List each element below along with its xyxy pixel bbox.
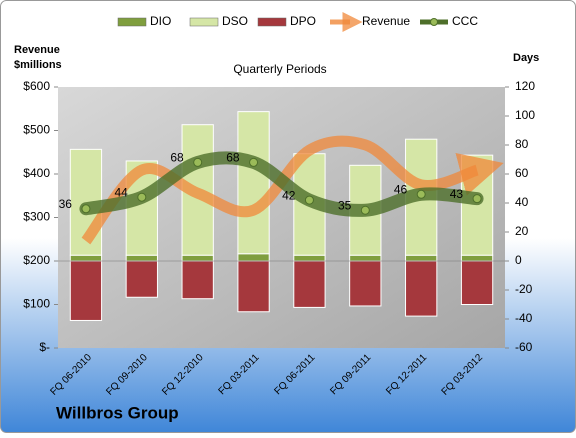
y2-tick-label: 20: [515, 224, 529, 238]
ccc-point: [193, 157, 203, 167]
y-tick-label: $300: [23, 210, 50, 224]
data-label: 68: [170, 151, 184, 165]
bar: [405, 260, 438, 317]
data-label: 43: [450, 187, 464, 201]
bar: [460, 260, 494, 305]
bar: [181, 254, 214, 262]
y-axis-title: $millions: [14, 59, 62, 71]
bar: [69, 254, 103, 262]
legend-label: CCC: [452, 14, 478, 28]
data-label: 44: [114, 185, 128, 199]
ccc-point: [416, 189, 426, 199]
y2-tick-label: -40: [515, 311, 533, 325]
ccc-point: [249, 157, 259, 167]
data-label: 36: [59, 197, 73, 211]
y-tick-label: $400: [23, 166, 50, 180]
y-tick-label: $200: [23, 253, 50, 267]
y2-axis-title: Days: [513, 52, 539, 64]
data-label: 46: [394, 182, 408, 196]
y2-tick-label: 0: [515, 253, 522, 267]
plot-area: [58, 87, 505, 348]
bar: [349, 254, 382, 262]
legend-label: DPO: [290, 14, 316, 28]
y2-tick-label: 40: [515, 195, 529, 209]
y-tick-label: $-: [39, 340, 50, 354]
revenue-line: [81, 135, 504, 245]
ccc-point: [81, 204, 91, 214]
y2-tick-label: 80: [515, 137, 529, 151]
ccc-point: [472, 194, 482, 204]
bar: [125, 260, 158, 298]
legend-label: DIO: [150, 14, 171, 28]
y-tick-label: $600: [23, 79, 50, 93]
company-name: Willbros Group: [56, 403, 179, 422]
bar: [237, 260, 270, 313]
bar: [181, 260, 214, 300]
ccc-point: [360, 205, 370, 215]
legend-label: DSO: [222, 14, 248, 28]
legend-label: Revenue: [362, 14, 410, 28]
bar: [349, 260, 382, 307]
ccc-line: [79, 151, 484, 217]
y2-tick-label: -60: [515, 340, 533, 354]
bar: [293, 260, 326, 308]
y2-tick-label: 120: [515, 79, 535, 93]
bar: [293, 254, 326, 262]
y2-tick-label: 60: [515, 166, 529, 180]
y-axis-title: Revenue: [14, 44, 60, 56]
y2-tick-label: -20: [515, 282, 533, 296]
chart-title: Quarterly Periods: [233, 62, 326, 76]
legend-swatch: [117, 17, 147, 27]
data-label: 42: [282, 188, 296, 202]
bar: [237, 111, 270, 255]
legend-swatch: [189, 17, 219, 27]
data-label: 68: [226, 151, 240, 165]
y-tick-label: $500: [23, 123, 50, 137]
bar: [237, 253, 270, 262]
data-label: 35: [338, 198, 352, 212]
bar: [125, 254, 158, 262]
bar: [69, 260, 103, 321]
ccc-point: [304, 195, 314, 205]
ccc-point: [137, 192, 147, 202]
bar: [460, 254, 494, 262]
legend-swatch: [430, 18, 438, 26]
y-tick-label: $100: [23, 297, 50, 311]
y2-tick-label: 100: [515, 108, 535, 122]
legend-swatch: [257, 17, 287, 27]
bar: [405, 254, 438, 262]
